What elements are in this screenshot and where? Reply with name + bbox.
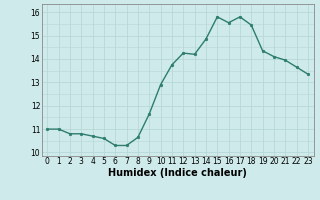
X-axis label: Humidex (Indice chaleur): Humidex (Indice chaleur) <box>108 168 247 178</box>
